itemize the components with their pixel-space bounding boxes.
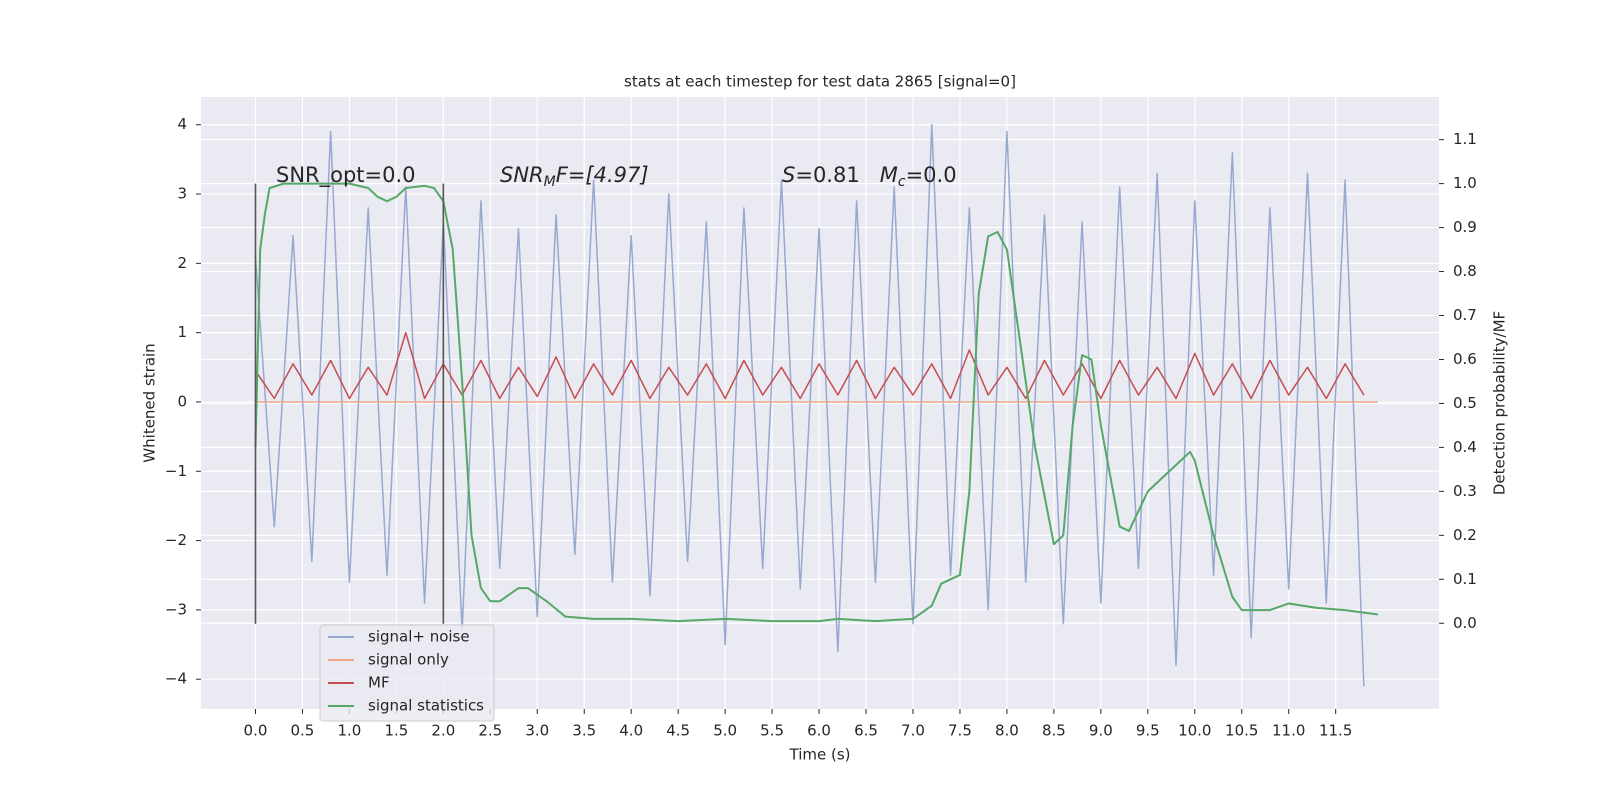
y2-tick-label: 0.1 — [1453, 570, 1477, 588]
annotation-part: SNR — [500, 163, 544, 187]
y-tick-label: 0 — [177, 392, 187, 410]
series-line — [254, 331, 1365, 400]
series-line — [254, 123, 1365, 687]
y-tick-label: 1 — [177, 323, 187, 341]
x-tick-label: 0.0 — [244, 722, 268, 740]
y2-tick-label: 0.0 — [1453, 614, 1477, 632]
x-tick-label: 4.5 — [666, 722, 690, 740]
annotation-part: =0.81 — [795, 163, 879, 187]
x-tick-label: 3.5 — [572, 722, 596, 740]
x-tick-label: 4.0 — [619, 722, 643, 740]
x-tick-label: 6.0 — [807, 722, 831, 740]
y2-tick-label: 0.9 — [1453, 218, 1477, 236]
y-tick-label: 3 — [177, 185, 187, 203]
annotation-part: F=[4.97] — [556, 163, 649, 187]
x-tick-label: 1.5 — [384, 722, 408, 740]
y2-tick-label: 0.4 — [1453, 438, 1477, 456]
annotation-part: S — [782, 163, 795, 187]
x-tick-label: 0.5 — [291, 722, 315, 740]
y2-tick-label: 0.2 — [1453, 526, 1477, 544]
y-tick-label: −4 — [165, 670, 187, 688]
annotation-part: c — [898, 174, 906, 190]
x-tick-label: 9.5 — [1136, 722, 1160, 740]
legend-label: signal statistics — [368, 697, 484, 715]
annotation-part: SNR_opt=0.0 — [276, 163, 416, 188]
x-tick-label: 2.5 — [478, 722, 502, 740]
x-tick-label: 8.5 — [1042, 722, 1066, 740]
y2-tick-label: 1.0 — [1453, 174, 1477, 192]
y-axis-label: Whitened strain — [141, 343, 159, 462]
x-tick-label: 11.5 — [1319, 722, 1352, 740]
legend-label: signal+ noise — [368, 628, 470, 646]
y2-tick-label: 0.5 — [1453, 394, 1477, 412]
grid — [201, 97, 1439, 709]
y-tick-label: 4 — [177, 115, 187, 133]
y-tick-label: 2 — [177, 254, 187, 272]
x-axis-label: Time (s) — [789, 746, 851, 764]
x-tick-label: 5.0 — [713, 722, 737, 740]
x-tick-label: 6.5 — [854, 722, 878, 740]
x-tick-label: 10.0 — [1178, 722, 1211, 740]
x-tick-label: 2.0 — [431, 722, 455, 740]
y2-tick-label: 0.7 — [1453, 306, 1477, 324]
legend-box — [319, 624, 495, 722]
annotation-part: =0.0 — [906, 163, 957, 187]
annotation: SNR_opt=0.0 — [276, 163, 416, 188]
x-tick-label: 7.5 — [948, 722, 972, 740]
marks — [254, 123, 1379, 687]
y-tick-label: −2 — [165, 531, 187, 549]
chart-title: stats at each timestep for test data 286… — [624, 73, 1016, 91]
x-tick-label: 10.5 — [1225, 722, 1258, 740]
annotation: SNRMF=[4.97] — [500, 163, 649, 190]
y2-tick-label: 0.3 — [1453, 482, 1477, 500]
axes: 0.0 0.5 1.0 1.5 2.0 2.5 3.0 3.5 4.0 4.5 5.0 5.5 6.0 6… — [165, 115, 1477, 739]
y2-axis-label: Detection probability/MF — [1491, 311, 1509, 495]
legend-label: MF — [368, 674, 390, 692]
x-tick-label: 9.0 — [1089, 722, 1113, 740]
annotation-part: M — [544, 174, 556, 190]
annotation-part: M — [880, 163, 898, 187]
y2-tick-label: 0.8 — [1453, 262, 1477, 280]
x-tick-label: 5.5 — [760, 722, 784, 740]
x-tick-label: 8.0 — [995, 722, 1019, 740]
y-tick-label: −3 — [165, 600, 187, 618]
x-tick-label: 1.0 — [337, 722, 361, 740]
annotation: S=0.81 Mc=0.0 — [782, 163, 957, 190]
y-tick-label: −1 — [165, 462, 187, 480]
x-tick-label: 7.0 — [901, 722, 925, 740]
y2-tick-label: 1.1 — [1453, 130, 1477, 148]
x-tick-label: 3.0 — [525, 722, 549, 740]
legend-label: signal only — [368, 651, 449, 669]
y2-tick-label: 0.6 — [1453, 350, 1477, 368]
x-tick-label: 11.0 — [1272, 722, 1305, 740]
series-line — [254, 182, 1379, 623]
